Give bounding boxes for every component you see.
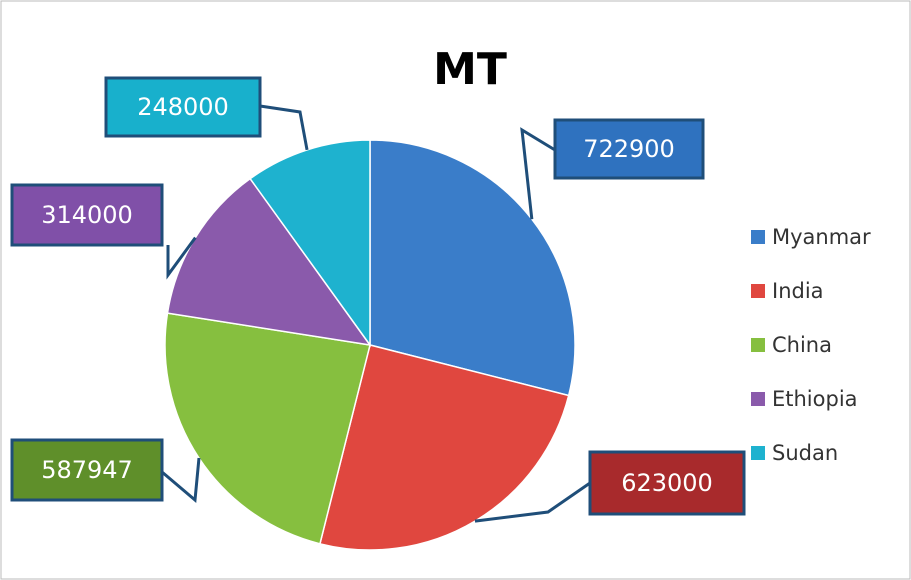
- data-label: 248000: [137, 93, 229, 121]
- leader-line: [166, 236, 197, 280]
- legend-label: Sudan: [772, 441, 838, 465]
- legend-label: China: [772, 333, 832, 357]
- data-label: 623000: [621, 469, 713, 497]
- leader-line: [161, 457, 201, 504]
- data-label-box: [10, 438, 164, 502]
- legend-swatch: [751, 230, 765, 244]
- legend-label: India: [772, 279, 824, 303]
- data-label-box: [588, 450, 746, 516]
- legend-label: Ethiopia: [772, 387, 858, 411]
- leader-line: [474, 481, 591, 523]
- pie-slice: [166, 177, 372, 347]
- data-label-box: [104, 76, 262, 138]
- legend-swatch: [751, 284, 765, 298]
- data-label: 314000: [41, 201, 133, 229]
- pie-slice: [249, 139, 371, 348]
- legend-swatch: [751, 446, 765, 460]
- data-label-box: [10, 183, 164, 247]
- data-label: 587947: [41, 456, 133, 484]
- pie-slice: [319, 344, 570, 551]
- leader-line: [259, 104, 309, 151]
- legend-swatch: [751, 338, 765, 352]
- data-label-box: [553, 118, 705, 180]
- chart-title: MT: [433, 44, 507, 95]
- data-label: 722900: [583, 135, 675, 163]
- leader-line: [520, 127, 556, 220]
- pie-slice: [369, 139, 576, 397]
- legend-label: Myanmar: [772, 225, 871, 249]
- legend-swatch: [751, 392, 765, 406]
